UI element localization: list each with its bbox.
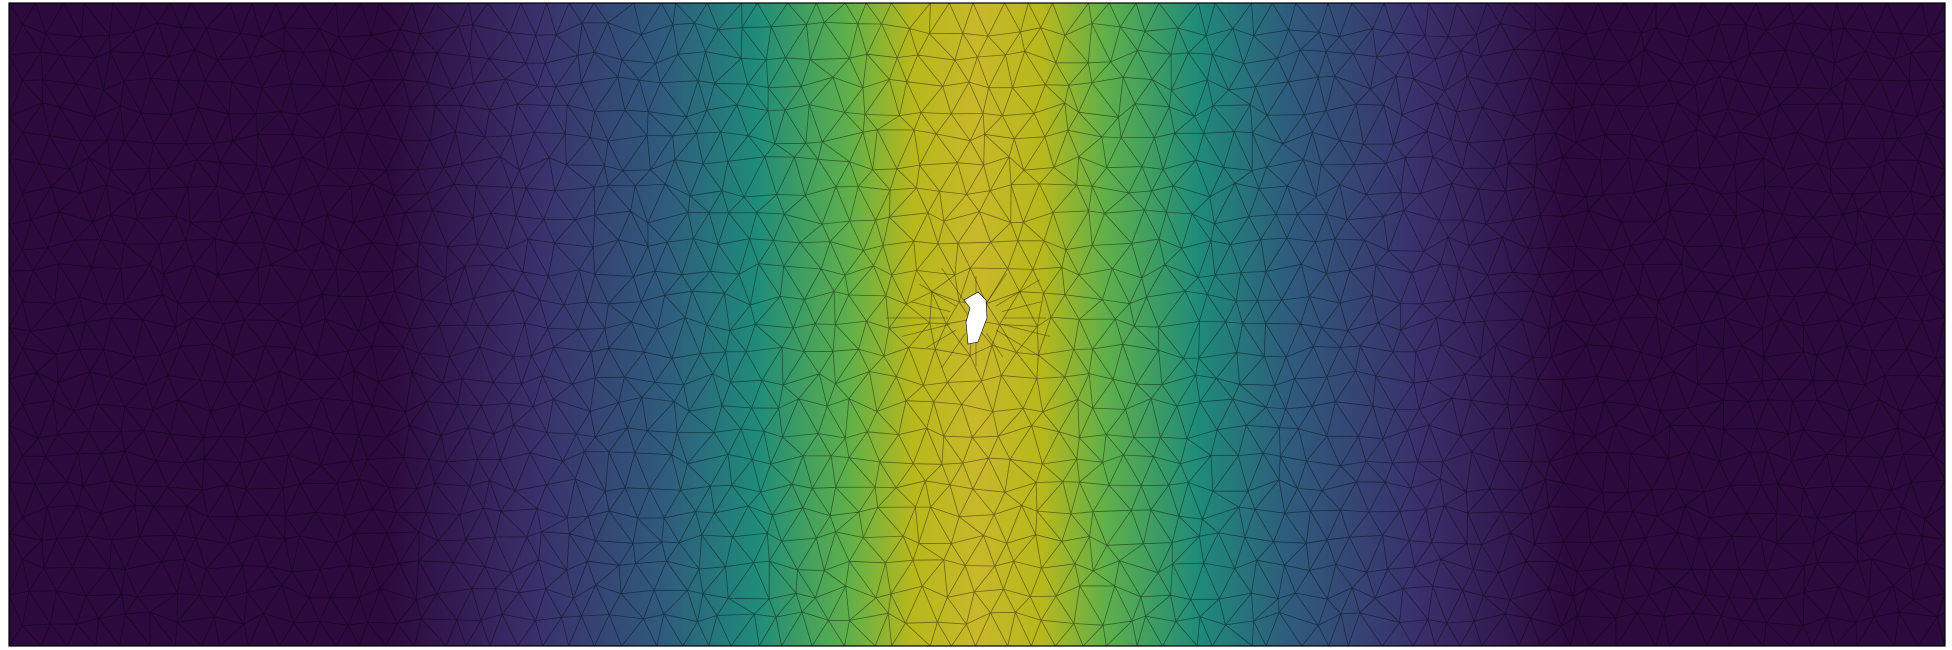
- triangle-mesh: [9, 3, 1945, 646]
- domain-border: [8, 2, 1946, 647]
- mesh-hole: [963, 291, 988, 345]
- hole-refinement-edges: [886, 267, 1050, 369]
- mesh-edges: [9, 3, 1945, 646]
